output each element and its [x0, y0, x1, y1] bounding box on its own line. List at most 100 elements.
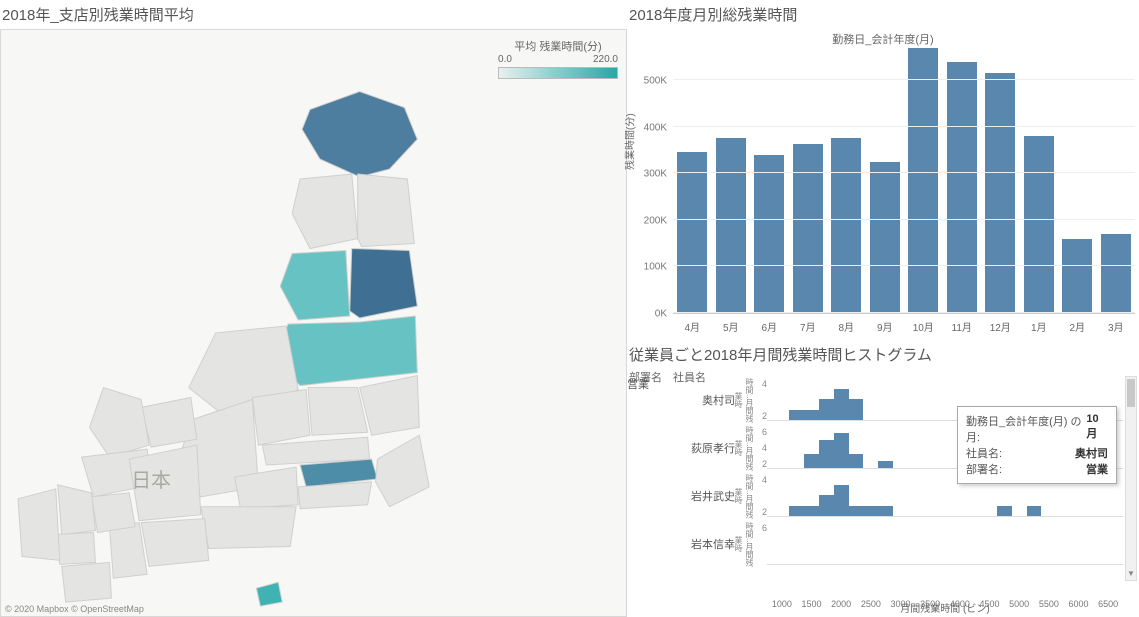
bar-yaxis: 0K100K200K300K400K500K: [627, 44, 671, 314]
region-hyogo[interactable]: [18, 489, 60, 561]
hist-bar[interactable]: [819, 399, 834, 420]
bar-10月[interactable]: [908, 48, 938, 313]
map-legend: 平均 残業時間(分) 0.0 220.0: [498, 38, 618, 79]
region-tochigi[interactable]: [308, 388, 368, 436]
hist-bar[interactable]: [804, 506, 819, 517]
bar-1月[interactable]: [1024, 136, 1054, 313]
legend-title: 平均 残業時間(分): [498, 38, 618, 54]
map-attribution: © 2020 Mapbox © OpenStreetMap: [5, 604, 144, 614]
bar-ytick: 400K: [644, 122, 667, 133]
japan-map[interactable]: 日本: [1, 30, 626, 616]
hist-mini-yaxis: 42: [755, 379, 767, 421]
hist-name-label: 岩井武史: [671, 488, 741, 504]
hist-bar[interactable]: [819, 440, 834, 468]
bar-chart: 2018年度月別総残業時間 勤務日_会計年度(月) 残業時間(分) 0K100K…: [627, 0, 1139, 340]
legend-max: 220.0: [593, 54, 618, 65]
bar-4月[interactable]: [677, 152, 707, 313]
bar-12月[interactable]: [985, 73, 1015, 313]
hist-bar[interactable]: [878, 506, 893, 517]
hist-title: 従業員ごと2018年月間残業時間ヒストグラム: [627, 340, 1139, 369]
hist-scrollbar[interactable]: ▲ ▼: [1125, 376, 1137, 581]
country-label: 日本: [131, 470, 171, 492]
hist-mini-yaxis: 42: [755, 475, 767, 517]
hist-mini-ylabel: 時間..月間残業時: [741, 424, 755, 472]
hist-bar[interactable]: [849, 506, 864, 517]
bar-xlabel: 12月: [981, 319, 1020, 334]
hist-bar[interactable]: [819, 495, 834, 516]
region-shizuoka[interactable]: [201, 507, 296, 549]
bar-ytick: 100K: [644, 262, 667, 273]
bar-xlabel: 3月: [1097, 319, 1136, 334]
region-osaka[interactable]: [56, 533, 96, 565]
hist-bar[interactable]: [997, 506, 1012, 517]
hist-plot[interactable]: [767, 523, 1123, 565]
hist-name-label: 岩本信幸: [671, 536, 741, 552]
hist-bar[interactable]: [863, 506, 878, 517]
bar-xaxis: 4月5月6月7月8月9月10月11月12月1月2月3月: [673, 319, 1135, 334]
bar-6月[interactable]: [754, 155, 784, 313]
hist-bar[interactable]: [789, 506, 804, 517]
scroll-down-icon[interactable]: ▼: [1126, 568, 1136, 580]
hist-name-label: 荻原孝行: [671, 440, 741, 456]
bar-ytick: 500K: [644, 76, 667, 87]
bar-xlabel: 1月: [1020, 319, 1059, 334]
bar-xlabel: 9月: [866, 319, 905, 334]
hist-mini-ylabel: 時間..月間残業時: [741, 520, 755, 568]
bar-xlabel: 11月: [943, 319, 982, 334]
hist-bar[interactable]: [789, 410, 804, 421]
map-panel: 2018年_支店別残業時間平均 日本 平均 残業時間(分) 0.0 220.0 …: [0, 0, 627, 617]
bar-5月[interactable]: [716, 138, 746, 313]
bar-3月[interactable]: [1101, 234, 1131, 313]
bar-xlabel: 4月: [673, 319, 712, 334]
legend-gradient: [498, 67, 618, 79]
right-panel: 2018年度月別総残業時間 勤務日_会計年度(月) 残業時間(分) 0K100K…: [627, 0, 1139, 617]
legend-min: 0.0: [498, 54, 512, 65]
hist-bar[interactable]: [849, 454, 864, 468]
region-miyagi[interactable]: [350, 249, 418, 319]
bar-8月[interactable]: [831, 138, 861, 313]
bar-ytick: 200K: [644, 215, 667, 226]
hist-mini-yaxis: 642: [755, 427, 767, 469]
hist-bar[interactable]: [1027, 506, 1042, 517]
region-iwate[interactable]: [358, 174, 415, 247]
bar-11月[interactable]: [947, 62, 977, 313]
hist-bar[interactable]: [834, 389, 849, 421]
map-title: 2018年_支店別残業時間平均: [0, 0, 627, 29]
region-shiga[interactable]: [92, 493, 136, 533]
scroll-thumb[interactable]: [1127, 379, 1135, 407]
bar-xlabel: 7月: [789, 319, 828, 334]
bar-xlabel: 8月: [827, 319, 866, 334]
bar-ytick: 0K: [655, 309, 667, 320]
hist-name-label: 奥村司: [671, 392, 741, 408]
tooltip: 勤務日_会計年度(月) の月:10月 社員名:奥村司 部署名:営業: [957, 406, 1117, 484]
hist-mini-ylabel: 時間..月間残業時: [741, 472, 755, 520]
region-wakayama[interactable]: [62, 562, 112, 602]
hist-xlabel: 月間残業時間 (ビン): [767, 600, 1123, 615]
bar-xlabel: 6月: [750, 319, 789, 334]
map-area[interactable]: 日本 平均 残業時間(分) 0.0 220.0 © 2020 Mapbox © …: [0, 29, 627, 617]
hist-mini-ylabel: 時間..月間残業時: [741, 376, 755, 424]
bar-2月[interactable]: [1062, 239, 1092, 313]
hist-bar[interactable]: [804, 410, 819, 421]
region-kyoto[interactable]: [58, 485, 96, 535]
hist-bar[interactable]: [878, 461, 893, 468]
bar-7月[interactable]: [793, 144, 823, 313]
bar-xlabel: 2月: [1058, 319, 1097, 334]
bar-ytick: 300K: [644, 169, 667, 180]
region-gunma[interactable]: [252, 390, 310, 446]
bar-xlabel: 5月: [712, 319, 751, 334]
bar-9月[interactable]: [870, 162, 900, 313]
histogram-panel: 従業員ごと2018年月間残業時間ヒストグラム 部署名 社員名 営業奥村司時間..…: [627, 340, 1139, 617]
region-aichi[interactable]: [141, 519, 209, 567]
bar-plot[interactable]: [673, 44, 1135, 314]
region-kanagawa[interactable]: [298, 482, 371, 509]
hist-bar[interactable]: [834, 485, 849, 517]
bar-xlabel: 10月: [904, 319, 943, 334]
hist-row[interactable]: 岩本信幸時間..月間残業時6: [627, 520, 1123, 568]
hist-bar[interactable]: [804, 454, 819, 468]
hist-bar[interactable]: [849, 399, 864, 420]
hist-bar[interactable]: [834, 433, 849, 468]
bar-title: 2018年度月別総残業時間: [627, 0, 1139, 29]
hist-dept-label: 営業: [627, 376, 671, 392]
hist-mini-yaxis: 6: [755, 523, 767, 565]
